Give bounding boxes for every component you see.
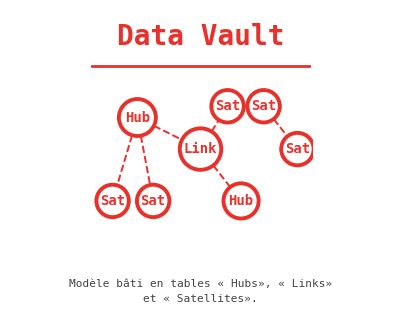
Circle shape bbox=[119, 99, 156, 136]
Text: Sat: Sat bbox=[215, 99, 240, 113]
Circle shape bbox=[247, 90, 280, 122]
Text: Hub: Hub bbox=[229, 194, 254, 208]
Circle shape bbox=[137, 185, 169, 217]
Circle shape bbox=[180, 128, 221, 170]
Text: Hub: Hub bbox=[125, 110, 150, 125]
Text: Sat: Sat bbox=[251, 99, 276, 113]
Circle shape bbox=[211, 90, 244, 122]
Text: Sat: Sat bbox=[141, 194, 166, 208]
Text: Link: Link bbox=[184, 142, 217, 156]
Text: Sat: Sat bbox=[285, 142, 310, 156]
Text: Sat: Sat bbox=[100, 194, 125, 208]
Text: Modèle bâti en tables « Hubs», « Links»
et « Satellites».: Modèle bâti en tables « Hubs», « Links» … bbox=[69, 279, 332, 304]
Circle shape bbox=[281, 133, 314, 165]
Circle shape bbox=[96, 185, 129, 217]
Text: Data Vault: Data Vault bbox=[117, 23, 284, 51]
Circle shape bbox=[223, 183, 259, 219]
